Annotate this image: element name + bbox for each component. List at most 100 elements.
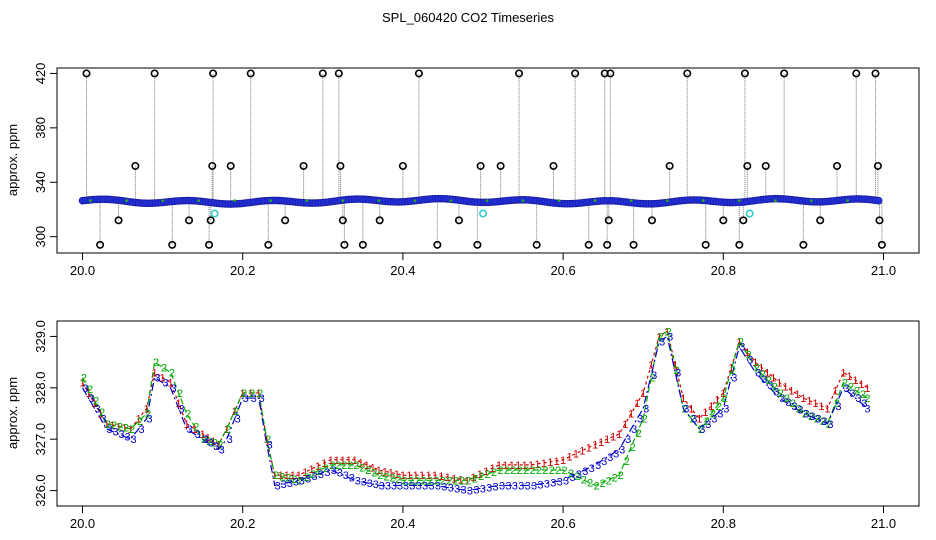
series-3-marker: 3 bbox=[625, 434, 631, 446]
bottom-axis-ticks: 20.0 20.2 20.4 20.6 20.8 21.0 326.0 327.0 328.0 3… bbox=[33, 320, 896, 531]
series-3-marker: 3 bbox=[815, 414, 821, 426]
spike-point bbox=[281, 216, 290, 225]
series-3-marker: 3 bbox=[337, 468, 343, 480]
spike-point bbox=[743, 161, 752, 170]
spike-point bbox=[629, 240, 638, 249]
series-1-marker: 1 bbox=[432, 470, 438, 482]
series-3-marker: 3 bbox=[550, 477, 556, 489]
series-1-marker: 1 bbox=[864, 383, 870, 395]
series-1-marker: 1 bbox=[216, 439, 222, 451]
series-3-line bbox=[81, 335, 868, 492]
series-2-marker: 2 bbox=[161, 362, 167, 374]
series-3-marker: 3 bbox=[235, 414, 241, 426]
spike-point bbox=[131, 161, 140, 170]
series-3-marker: 3 bbox=[767, 380, 773, 392]
series-3-marker: 3 bbox=[843, 383, 849, 395]
series-2-marker: 2 bbox=[341, 460, 347, 472]
series-3-marker: 3 bbox=[203, 434, 209, 446]
series-2-marker: 2 bbox=[497, 465, 503, 477]
series-3-marker: 3 bbox=[219, 444, 225, 456]
series-2-marker: 2 bbox=[472, 473, 478, 485]
baseline-fleck bbox=[629, 199, 633, 203]
series-3-marker: 3 bbox=[505, 480, 511, 492]
series-2-marker: 2 bbox=[225, 424, 231, 436]
series-2-marker: 2 bbox=[111, 420, 117, 432]
series-2-marker: 2 bbox=[129, 424, 135, 436]
series-3-marker: 3 bbox=[717, 409, 723, 421]
series-1-marker: 1 bbox=[696, 414, 702, 426]
series-1-marker: 1 bbox=[376, 465, 382, 477]
series-2-marker: 2 bbox=[772, 382, 778, 394]
bottom-panel: approx. ppm 20.0 20.2 20.4 20.6 20.8 21.0 326.… bbox=[5, 320, 920, 531]
series-2-marker: 2 bbox=[145, 409, 151, 421]
series-2-marker: 2 bbox=[395, 474, 401, 486]
baseline-fleck bbox=[846, 199, 849, 203]
series-3-marker: 3 bbox=[861, 398, 867, 410]
spike-point bbox=[334, 69, 343, 78]
series-3-marker: 3 bbox=[827, 419, 833, 431]
series-1-marker: 1 bbox=[458, 474, 464, 486]
series-2-marker: 2 bbox=[581, 474, 587, 486]
series-2-marker: 2 bbox=[710, 409, 716, 421]
series-2-marker: 2 bbox=[414, 475, 420, 487]
series-2-marker: 2 bbox=[842, 378, 848, 390]
baseline-fleck bbox=[197, 199, 201, 203]
series-2-marker: 2 bbox=[504, 465, 510, 477]
series-1-marker: 1 bbox=[364, 460, 370, 472]
series-2-marker: 2 bbox=[217, 439, 223, 451]
spike-point bbox=[683, 69, 692, 78]
series-1-marker: 1 bbox=[425, 470, 431, 482]
series-2-marker: 2 bbox=[555, 465, 561, 477]
series-3-marker: 3 bbox=[422, 480, 428, 492]
series-1-marker: 1 bbox=[846, 371, 852, 383]
series-2-marker: 2 bbox=[105, 419, 111, 431]
series-3-marker: 3 bbox=[791, 401, 797, 413]
series-2-marker: 2 bbox=[612, 473, 618, 485]
outlier-point bbox=[478, 209, 487, 218]
series-3-marker: 3 bbox=[287, 478, 293, 490]
series-3-marker: 3 bbox=[512, 480, 518, 492]
baseline-fleck bbox=[125, 199, 128, 203]
series-2-marker: 2 bbox=[323, 463, 329, 475]
series-1-marker: 1 bbox=[109, 420, 115, 432]
series-3-marker: 3 bbox=[667, 331, 673, 343]
series-3-marker: 3 bbox=[486, 483, 492, 495]
series-2-marker: 2 bbox=[353, 460, 359, 472]
series-1-marker: 1 bbox=[264, 434, 270, 446]
series-2-marker: 2 bbox=[389, 473, 395, 485]
series-2-marker: 2 bbox=[316, 466, 322, 478]
series-1-marker: 1 bbox=[788, 385, 794, 397]
series-3-marker: 3 bbox=[112, 426, 118, 438]
y-tick-label: 329.0 bbox=[33, 320, 48, 353]
top-plot-frame bbox=[56, 67, 920, 254]
x-tick-label: 20.2 bbox=[230, 263, 255, 278]
series-3-marker: 3 bbox=[208, 438, 214, 450]
spike-point bbox=[780, 69, 789, 78]
series-1-marker: 1 bbox=[702, 407, 708, 419]
series-3-marker: 3 bbox=[643, 403, 649, 415]
series-2-marker: 2 bbox=[153, 357, 159, 369]
spike-point bbox=[604, 216, 613, 225]
series-2-marker: 2 bbox=[371, 468, 377, 480]
x-tick-label: 21.0 bbox=[871, 263, 896, 278]
series-1-marker: 1 bbox=[232, 406, 238, 418]
spike-point bbox=[185, 216, 194, 225]
spike-point bbox=[168, 240, 177, 249]
series-3-marker: 3 bbox=[267, 439, 273, 451]
series-3-marker: 3 bbox=[705, 419, 711, 431]
series-1-marker: 1 bbox=[812, 398, 818, 410]
series-1-marker: 1 bbox=[272, 470, 278, 482]
spike-point bbox=[875, 216, 884, 225]
spike-point bbox=[209, 69, 218, 78]
series-3-marker: 3 bbox=[691, 414, 697, 426]
series-1-marker: 1 bbox=[321, 458, 327, 470]
series-1-marker: 1 bbox=[573, 449, 579, 461]
series-1-marker: 1 bbox=[370, 462, 376, 474]
spike-point bbox=[340, 240, 349, 249]
series-2-marker: 2 bbox=[574, 471, 580, 483]
series-3-marker: 3 bbox=[275, 480, 281, 492]
series-3-marker: 3 bbox=[864, 403, 870, 415]
series-3-marker: 3 bbox=[118, 429, 124, 441]
